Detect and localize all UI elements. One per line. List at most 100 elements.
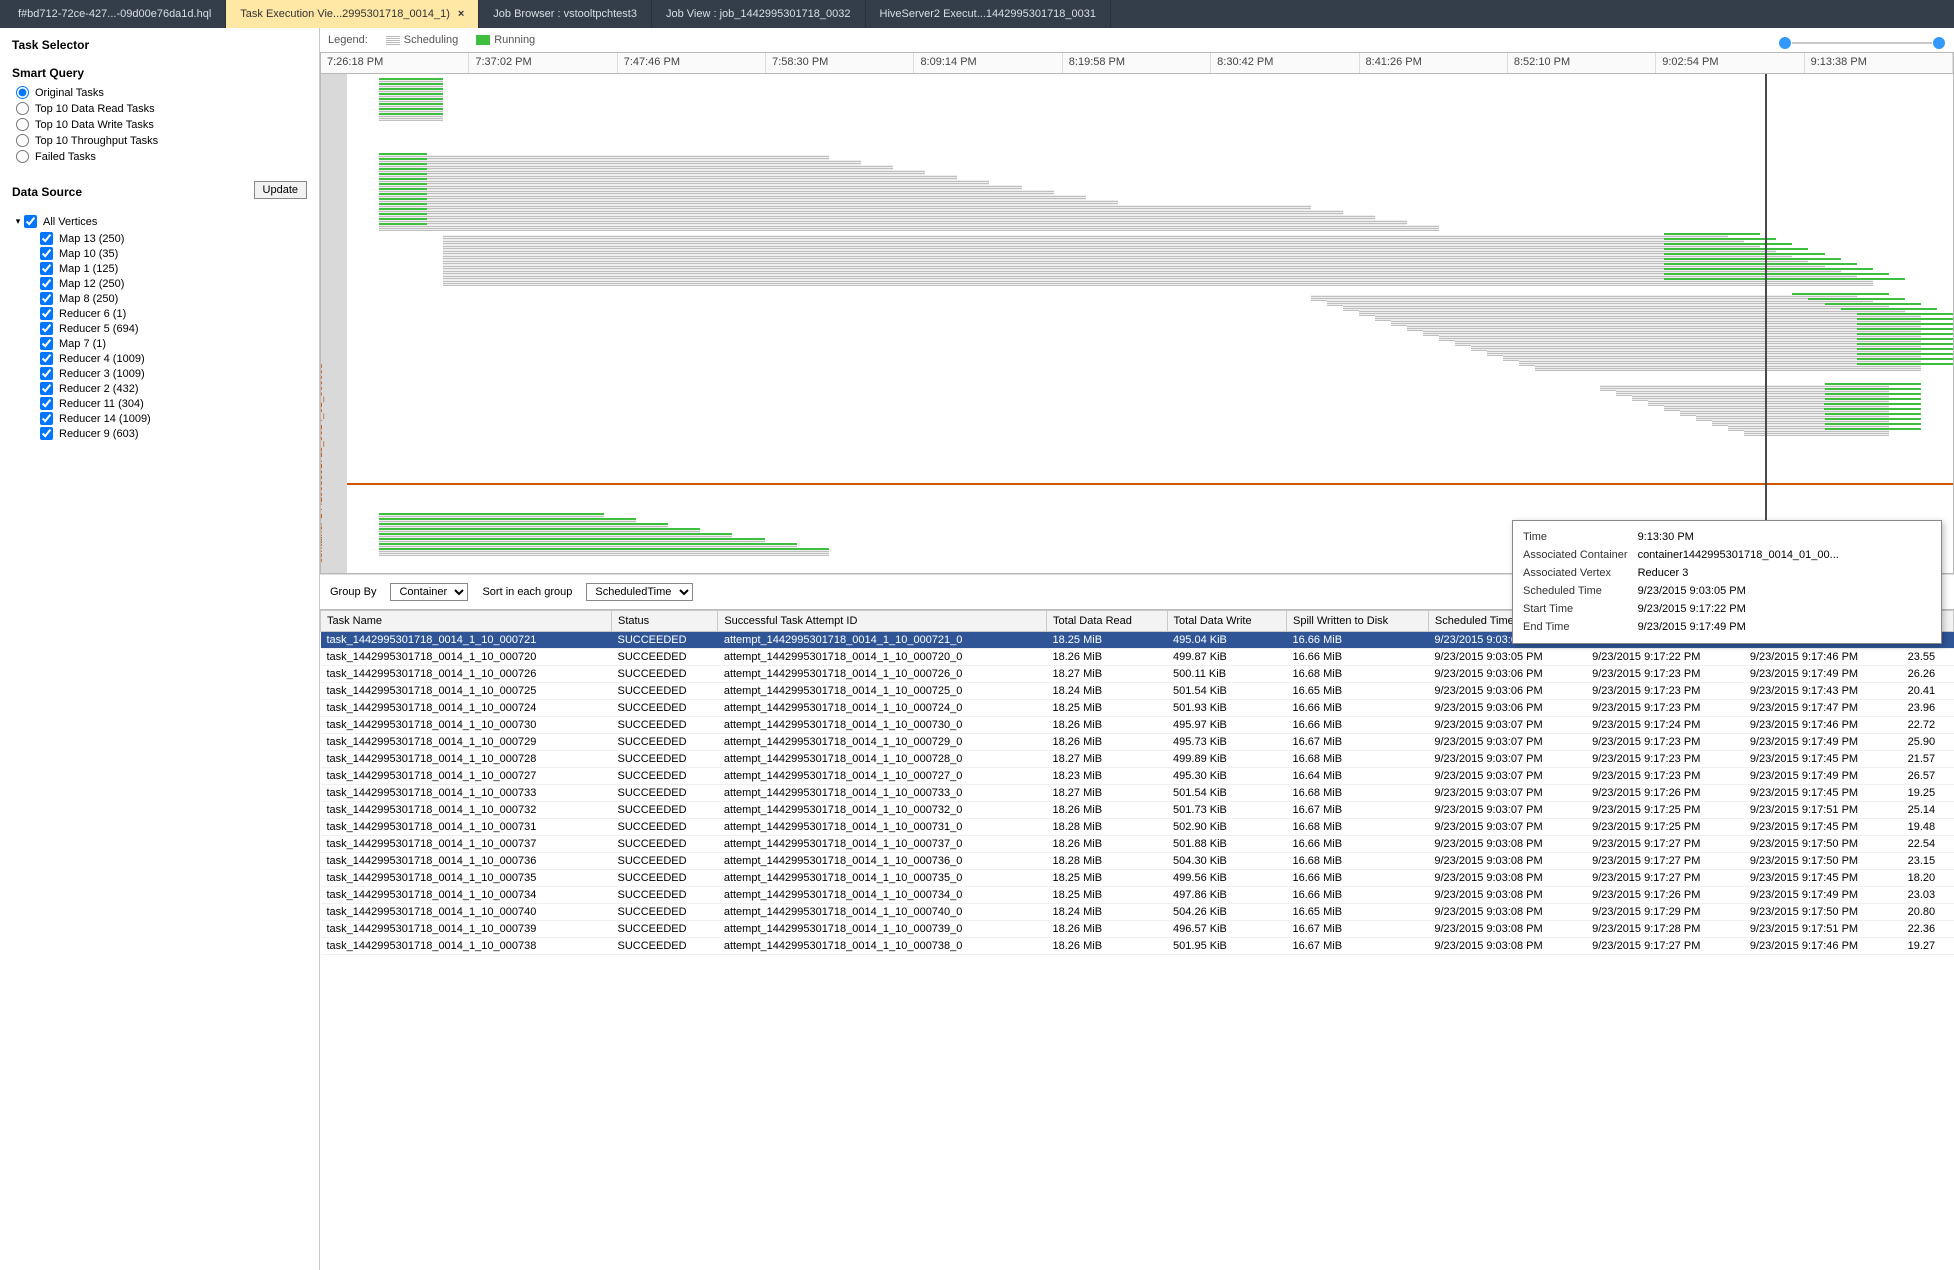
tree-item[interactable]: Map 1 (125) <box>40 262 307 275</box>
gantt-bar[interactable] <box>443 279 1872 286</box>
cell: attempt_1442995301718_0014_1_10_000735_0 <box>718 870 1047 887</box>
radio[interactable] <box>16 134 29 147</box>
gantt-chart[interactable]: container 1442995301718_0014_01_000008 <box>320 74 1954 574</box>
column-header[interactable]: Task Name <box>321 611 612 632</box>
tree-item[interactable]: Map 10 (35) <box>40 247 307 260</box>
gantt-bar[interactable] <box>379 224 1439 231</box>
tree-item[interactable]: Reducer 2 (432) <box>40 382 307 395</box>
tree-item[interactable]: Reducer 5 (694) <box>40 322 307 335</box>
tree-checkbox[interactable] <box>40 412 53 425</box>
tab[interactable]: f#bd712-72ce-427...-09d00e76da1d.hql <box>4 0 226 28</box>
cell: 23.03 <box>1902 887 1954 904</box>
tree-checkbox[interactable] <box>40 427 53 440</box>
table-row[interactable]: task_1442995301718_0014_1_10_000735SUCCE… <box>321 870 1954 887</box>
table-row[interactable]: task_1442995301718_0014_1_10_000730SUCCE… <box>321 717 1954 734</box>
update-button[interactable]: Update <box>254 181 307 199</box>
column-header[interactable]: Total Data Read <box>1047 611 1168 632</box>
column-header[interactable]: Spill Written to Disk <box>1287 611 1429 632</box>
tree-item[interactable]: Map 7 (1) <box>40 337 307 350</box>
cell: 9/23/2015 9:03:08 PM <box>1428 921 1586 938</box>
tree-checkbox[interactable] <box>40 367 53 380</box>
range-slider[interactable] <box>1782 36 1942 50</box>
tab[interactable]: HiveServer2 Execut...1442995301718_0031 <box>866 0 1112 28</box>
radio[interactable] <box>16 150 29 163</box>
tree-label: Reducer 6 (1) <box>59 308 126 320</box>
table-row[interactable]: task_1442995301718_0014_1_10_000728SUCCE… <box>321 751 1954 768</box>
gantt-bar[interactable] <box>1535 364 1920 371</box>
gantt-bar[interactable] <box>379 549 829 556</box>
table-row[interactable]: task_1442995301718_0014_1_10_000724SUCCE… <box>321 700 1954 717</box>
gantt-cursor[interactable] <box>1765 74 1767 573</box>
cell: 504.26 KiB <box>1167 904 1286 921</box>
tree-checkbox[interactable] <box>40 247 53 260</box>
tree-checkbox[interactable] <box>40 277 53 290</box>
column-header[interactable]: Status <box>611 611 717 632</box>
cell: 9/23/2015 9:17:45 PM <box>1744 785 1902 802</box>
tree-item[interactable]: Map 8 (250) <box>40 292 307 305</box>
cell: attempt_1442995301718_0014_1_10_000720_0 <box>718 649 1047 666</box>
tree-item[interactable]: Reducer 6 (1) <box>40 307 307 320</box>
tree-item[interactable]: Map 12 (250) <box>40 277 307 290</box>
table-row[interactable]: task_1442995301718_0014_1_10_000736SUCCE… <box>321 853 1954 870</box>
tree-checkbox[interactable] <box>40 292 53 305</box>
tree-item[interactable]: Reducer 4 (1009) <box>40 352 307 365</box>
table-row[interactable]: task_1442995301718_0014_1_10_000738SUCCE… <box>321 938 1954 955</box>
tree-item[interactable]: Reducer 14 (1009) <box>40 412 307 425</box>
cell: task_1442995301718_0014_1_10_000733 <box>321 785 612 802</box>
smart-query-option[interactable]: Failed Tasks <box>16 150 307 163</box>
tab[interactable]: Task Execution Vie...2995301718_0014_1)× <box>226 0 479 28</box>
cell: 9/23/2015 9:17:47 PM <box>1744 700 1902 717</box>
tree-caret-icon[interactable]: ▾ <box>12 216 24 227</box>
smart-query-option[interactable]: Top 10 Data Read Tasks <box>16 102 307 115</box>
cell: SUCCEEDED <box>611 649 717 666</box>
tree-item[interactable]: Reducer 9 (603) <box>40 427 307 440</box>
tab[interactable]: Job View : job_1442995301718_0032 <box>652 0 866 28</box>
smart-query-option[interactable]: Original Tasks <box>16 86 307 99</box>
table-row[interactable]: task_1442995301718_0014_1_10_000739SUCCE… <box>321 921 1954 938</box>
tab[interactable]: Job Browser : vstooltpchtest3 <box>479 0 652 28</box>
smart-query-option[interactable]: Top 10 Throughput Tasks <box>16 134 307 147</box>
tree-checkbox[interactable] <box>40 232 53 245</box>
cell: 16.67 MiB <box>1287 938 1429 955</box>
table-row[interactable]: task_1442995301718_0014_1_10_000727SUCCE… <box>321 768 1954 785</box>
column-header[interactable]: Total Data Write <box>1167 611 1286 632</box>
smart-query-option[interactable]: Top 10 Data Write Tasks <box>16 118 307 131</box>
table-row[interactable]: task_1442995301718_0014_1_10_000731SUCCE… <box>321 819 1954 836</box>
table-row[interactable]: task_1442995301718_0014_1_10_000740SUCCE… <box>321 904 1954 921</box>
cell: 18.26 MiB <box>1047 649 1168 666</box>
cell: 9/23/2015 9:17:23 PM <box>1586 683 1744 700</box>
gantt-bar[interactable] <box>379 114 443 121</box>
cell: 23.96 <box>1902 700 1954 717</box>
table-row[interactable]: task_1442995301718_0014_1_10_000720SUCCE… <box>321 649 1954 666</box>
tree-label: Reducer 3 (1009) <box>59 368 145 380</box>
radio[interactable] <box>16 86 29 99</box>
table-row[interactable]: task_1442995301718_0014_1_10_000726SUCCE… <box>321 666 1954 683</box>
table-row[interactable]: task_1442995301718_0014_1_10_000733SUCCE… <box>321 785 1954 802</box>
column-header[interactable]: Successful Task Attempt ID <box>718 611 1047 632</box>
tree-checkbox[interactable] <box>40 382 53 395</box>
task-grid[interactable]: Task NameStatusSuccessful Task Attempt I… <box>320 609 1954 1270</box>
sort-select[interactable]: ScheduledTime <box>586 583 693 601</box>
tree-item[interactable]: Map 13 (250) <box>40 232 307 245</box>
tree-checkbox[interactable] <box>40 337 53 350</box>
tree-checkbox[interactable] <box>40 322 53 335</box>
tree-checkbox[interactable] <box>40 307 53 320</box>
cell: 9/23/2015 9:03:06 PM <box>1428 683 1586 700</box>
table-row[interactable]: task_1442995301718_0014_1_10_000729SUCCE… <box>321 734 1954 751</box>
table-row[interactable]: task_1442995301718_0014_1_10_000725SUCCE… <box>321 683 1954 700</box>
time-tick: 7:26:18 PM <box>321 53 469 73</box>
tree-checkbox[interactable] <box>40 352 53 365</box>
tree-checkbox[interactable] <box>40 262 53 275</box>
tree-checkbox[interactable] <box>40 397 53 410</box>
table-row[interactable]: task_1442995301718_0014_1_10_000737SUCCE… <box>321 836 1954 853</box>
tree-item[interactable]: Reducer 3 (1009) <box>40 367 307 380</box>
radio[interactable] <box>16 118 29 131</box>
table-row[interactable]: task_1442995301718_0014_1_10_000734SUCCE… <box>321 887 1954 904</box>
table-row[interactable]: task_1442995301718_0014_1_10_000732SUCCE… <box>321 802 1954 819</box>
close-icon[interactable]: × <box>458 8 464 20</box>
smart-query-heading: Smart Query <box>12 66 307 80</box>
radio[interactable] <box>16 102 29 115</box>
tree-item[interactable]: Reducer 11 (304) <box>40 397 307 410</box>
groupby-select[interactable]: Container <box>390 583 468 601</box>
tree-root-checkbox[interactable] <box>24 215 37 228</box>
